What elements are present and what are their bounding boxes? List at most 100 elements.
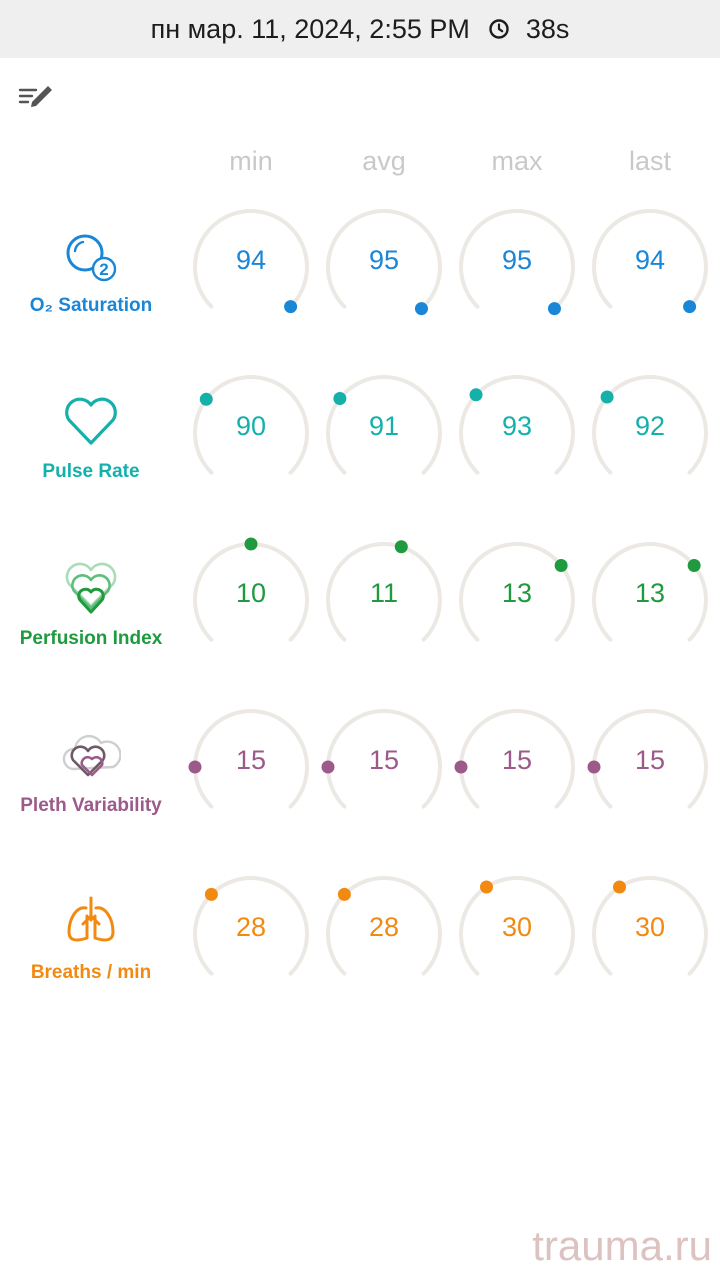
metric-label-spo2: 2 O₂ Saturation — [0, 223, 182, 323]
gauge-value: 28 — [235, 912, 267, 942]
metric-row-pulse: Pulse Rate 90 91 93 92 — [0, 371, 720, 491]
gauge-indicator-dot — [480, 880, 493, 894]
gauge-rr-max[interactable]: 30 — [457, 872, 577, 992]
gauge-value: 95 — [501, 245, 533, 275]
gauge-value: 30 — [501, 912, 533, 942]
gauge-pi-max[interactable]: 13 — [457, 538, 577, 658]
gauge-indicator-dot — [469, 388, 483, 402]
watermark: trauma.ru — [532, 1222, 712, 1269]
edit-list-button[interactable] — [16, 78, 56, 112]
gauge-track — [592, 375, 708, 475]
gauge-indicator-dot — [199, 392, 213, 406]
metric-row-pvi: Pleth Variability 15 15 15 15 — [0, 705, 720, 825]
gauge-value: 94 — [235, 245, 267, 275]
gauge-indicator-dot — [333, 392, 347, 406]
gauge-spo2-min[interactable]: 94 — [191, 205, 311, 325]
gauge-indicator-dot — [587, 760, 601, 774]
metric-label-rr: Breaths / min — [0, 890, 182, 990]
layered-hearts-icon — [65, 562, 117, 614]
gauge-pvi-max[interactable]: 15 — [454, 705, 577, 825]
svg-text:2: 2 — [99, 260, 108, 279]
gauge-value: 15 — [368, 745, 400, 775]
gauge-spo2-max[interactable]: 95 — [457, 205, 577, 325]
gauge-pulse-avg[interactable]: 91 — [324, 371, 444, 491]
clock-icon — [488, 18, 510, 40]
metric-name: O₂ Saturation — [29, 295, 153, 316]
gauge-rr-last[interactable]: 30 — [590, 872, 710, 992]
gauge-rr-avg[interactable]: 28 — [324, 872, 444, 992]
column-header-avg: avg — [362, 146, 406, 176]
gauge-indicator-dot — [204, 887, 218, 901]
gauge-indicator-dot — [687, 559, 701, 573]
gauge-indicator-dot — [454, 760, 468, 774]
lungs-icon — [67, 896, 115, 942]
gauge-indicator-dot — [244, 537, 258, 551]
gauge-track — [459, 876, 575, 976]
gauge-pvi-last[interactable]: 15 — [587, 705, 710, 825]
gauge-value: 13 — [501, 578, 533, 608]
metric-row-rr: Breaths / min 28 28 30 30 — [0, 872, 720, 992]
gauge-pi-last[interactable]: 13 — [590, 538, 710, 658]
gauge-indicator-dot — [554, 559, 568, 573]
gauge-track — [326, 209, 442, 309]
gauge-track — [459, 209, 575, 309]
gauge-track — [592, 209, 708, 309]
gauge-indicator-dot — [394, 540, 408, 554]
gauge-indicator-dot — [600, 390, 614, 404]
gauge-value: 93 — [501, 411, 533, 441]
gauge-value: 95 — [368, 245, 400, 275]
gauge-value: 90 — [235, 411, 267, 441]
gauge-value: 15 — [501, 745, 533, 775]
gauge-indicator-dot — [284, 300, 298, 314]
metric-name: Breaths / min — [30, 962, 152, 983]
column-header-last: last — [628, 146, 672, 176]
gauge-track — [326, 542, 442, 642]
metric-name: Pulse Rate — [42, 461, 140, 482]
gauge-value: 13 — [634, 578, 666, 608]
gauge-value: 94 — [634, 245, 666, 275]
gauge-track — [459, 542, 575, 642]
metric-label-pi: Perfusion Index — [0, 556, 182, 656]
gauge-track — [459, 375, 575, 475]
gauge-indicator-dot — [547, 302, 561, 316]
gauge-spo2-avg[interactable]: 95 — [324, 205, 444, 325]
session-datetime: пн мар. 11, 2024, 2:55 PM — [150, 13, 470, 44]
gauge-pulse-last[interactable]: 92 — [590, 371, 710, 491]
session-duration: 38s — [525, 13, 570, 44]
gauge-spo2-last[interactable]: 94 — [590, 205, 710, 325]
gauge-indicator-dot — [337, 887, 351, 901]
gauge-track — [193, 876, 309, 976]
metric-row-spo2: 2 O₂ Saturation 94 95 95 94 — [0, 205, 720, 325]
gauge-value: 30 — [634, 912, 666, 942]
gauge-value: 28 — [368, 912, 400, 942]
metric-row-pi: Perfusion Index 10 11 13 13 — [0, 537, 720, 658]
metric-label-pulse: Pulse Rate — [0, 389, 182, 489]
gauge-rr-min[interactable]: 28 — [191, 872, 311, 992]
gauge-value: 11 — [369, 578, 399, 608]
gauge-indicator-dot — [613, 880, 626, 894]
o2-bubble-icon: 2 — [66, 234, 117, 282]
gauge-pulse-min[interactable]: 90 — [191, 371, 311, 491]
gauge-track — [326, 876, 442, 976]
gauge-value: 91 — [368, 411, 400, 441]
gauge-track — [193, 375, 309, 475]
gauge-pvi-avg[interactable]: 15 — [321, 705, 444, 825]
gauge-indicator-dot — [188, 760, 202, 774]
gauge-value: 15 — [634, 745, 666, 775]
gauge-value: 10 — [235, 578, 267, 608]
metric-name: Pleth Variability — [20, 795, 162, 816]
gauge-pulse-max[interactable]: 93 — [457, 371, 577, 491]
gauge-indicator-dot — [321, 760, 335, 774]
column-header-max: max — [491, 146, 543, 176]
gauge-pvi-min[interactable]: 15 — [188, 705, 311, 825]
gauge-pi-avg[interactable]: 11 — [324, 538, 444, 658]
gauge-pi-min[interactable]: 10 — [191, 537, 311, 658]
metric-label-pvi: Pleth Variability — [0, 723, 182, 823]
gauge-value: 15 — [235, 745, 267, 775]
metric-name: Perfusion Index — [19, 628, 163, 649]
gauge-track — [592, 542, 708, 642]
gauge-value: 92 — [634, 411, 666, 441]
gauge-track — [326, 375, 442, 475]
heart-outline-icon — [65, 397, 117, 445]
edit-list-icon — [18, 86, 52, 107]
